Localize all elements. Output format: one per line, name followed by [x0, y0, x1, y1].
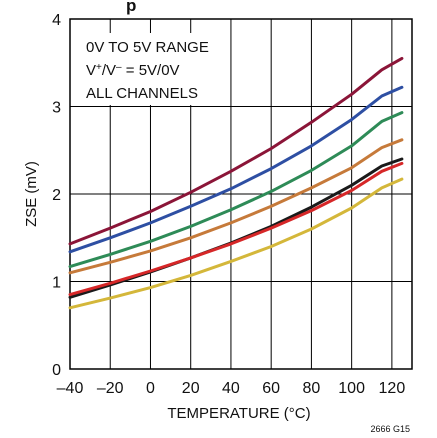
annotation-supply: V+/V– = 5V/0V	[86, 62, 180, 80]
x-tick-label: –20	[97, 380, 124, 397]
series-line-1	[68, 56, 404, 246]
y-axis-label: ZSE (mV)	[23, 161, 40, 227]
y-tick-labels: 0 1 2 3 4	[52, 12, 61, 379]
y-tick-label: 4	[52, 12, 61, 29]
series-line-7	[68, 177, 404, 310]
x-tick-label: 40	[222, 380, 240, 397]
annotation-supply-minus: –	[116, 62, 122, 73]
x-tick-label: 100	[338, 380, 365, 397]
x-tick-label: 20	[182, 380, 200, 397]
plot-frame	[69, 18, 413, 370]
series-line-2	[68, 85, 404, 254]
y-tick-label: 2	[52, 187, 61, 204]
annotation-background	[79, 33, 219, 105]
annotation-range: 0V TO 5V RANGE	[86, 39, 209, 56]
figure-id: 2666 G15	[370, 424, 410, 434]
annotation-supply-plus: +	[96, 62, 102, 73]
annotation-channels: ALL CHANNELS	[86, 85, 198, 102]
series-line-3	[68, 111, 404, 269]
annotation-box: 0V TO 5V RANGE V+/V– = 5V/0V ALL CHANNEL…	[79, 33, 219, 105]
annotation-supply-value: = 5V/0V	[122, 62, 180, 79]
annotation-supply-v2: /V	[102, 62, 116, 79]
series-line-6	[68, 161, 404, 297]
y-tick-label: 0	[52, 362, 61, 379]
x-tick-label: 120	[379, 380, 406, 397]
x-tick-labels: –40 –20 0 20 40 60 80 100 120	[57, 380, 406, 397]
x-axis-label: TEMPERATURE (°C)	[167, 405, 310, 422]
series-layer	[68, 56, 404, 310]
x-tick-label: 60	[262, 380, 280, 397]
series-line-4	[68, 138, 404, 275]
y-tick-label: 3	[52, 100, 61, 117]
x-tick-label: –40	[57, 380, 84, 397]
annotation-supply-v1: V	[86, 62, 96, 79]
chart-title-fragment: p	[126, 0, 136, 15]
x-tick-label: 80	[303, 380, 321, 397]
y-tick-label: 1	[52, 275, 61, 292]
x-tick-label: 0	[146, 380, 155, 397]
